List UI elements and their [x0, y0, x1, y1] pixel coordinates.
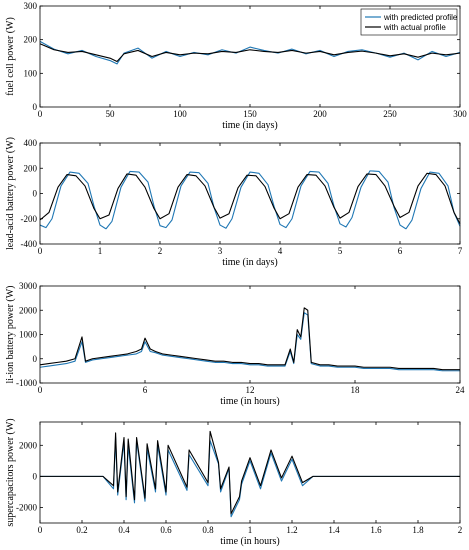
x-axis-label: time (in hours): [220, 536, 279, 547]
y-tick-label: -1000: [16, 378, 37, 388]
series-line-predicted: [40, 41, 460, 64]
x-tick-label: 3: [218, 246, 223, 256]
y-axis-label: li-ion battery power (W): [5, 285, 16, 383]
x-tick-label: 1.4: [328, 525, 340, 535]
legend-box: [360, 8, 458, 36]
y-tick-label: 0: [33, 102, 38, 112]
x-tick-label: 1.8: [412, 525, 424, 535]
y-tick-label: 3000: [19, 281, 38, 291]
x-tick-label: 6: [398, 246, 403, 256]
series-group: [40, 41, 460, 64]
x-tick-label: 0: [38, 385, 43, 395]
y-tick-label: 2000: [19, 305, 38, 315]
legend-entry: with predicted profile: [383, 13, 458, 22]
x-tick-label: 0.6: [160, 525, 172, 535]
series-line-predicted: [40, 438, 460, 517]
x-tick-label: 4: [278, 246, 283, 256]
series-line-actual: [40, 308, 460, 370]
y-tick-label: -400: [21, 239, 38, 249]
series-line-actual: [40, 173, 460, 224]
series-line-predicted: [40, 313, 460, 371]
legend-entry: with actual profile: [383, 23, 446, 32]
subplot-2: 0 1 2 3 4 5 6 7 -400 -200 0 200 400 time (in days) lea…: [5, 137, 463, 268]
series-line-actual: [40, 431, 460, 513]
x-tick-label: 150: [243, 109, 257, 119]
x-tick-label: 0: [38, 525, 43, 535]
x-tick-label: 1.6: [370, 525, 382, 535]
series-line-actual: [40, 44, 460, 62]
y-tick-label: 300: [24, 1, 38, 11]
x-tick-label: 2: [458, 525, 463, 535]
series-group: [40, 171, 460, 229]
y-tick-label: 200: [24, 163, 38, 173]
subplot-1: 0 50 100 150 200 250 300 0 100 200 300 time (in day…: [5, 1, 467, 131]
subplot-4: 0 0.2 0.4 0.6 0.8 1 1.2 1.4 1.6 1.8 2 -2000 0 2000 tim…: [5, 418, 462, 547]
y-tick-label: 200: [24, 35, 38, 45]
x-tick-label: 1: [98, 246, 103, 256]
x-tick-label: 200: [313, 109, 327, 119]
x-tick-label: 12: [246, 385, 255, 395]
x-tick-label: 0.2: [76, 525, 87, 535]
y-tick-label: 100: [24, 68, 38, 78]
plot-area: [40, 422, 460, 523]
y-axis-label: supercapacitors power (W): [5, 418, 16, 526]
series-line-predicted: [40, 171, 460, 229]
plot-area: [40, 143, 460, 244]
x-tick-label: 5: [338, 246, 343, 256]
x-tick-label: 50: [106, 109, 116, 119]
x-tick-label: 0: [38, 246, 43, 256]
series-group: [40, 431, 460, 516]
y-tick-label: 0: [33, 354, 38, 364]
y-tick-label: 0: [33, 471, 38, 481]
x-tick-label: 7: [458, 246, 463, 256]
y-tick-label: 2000: [19, 440, 38, 450]
y-tick-label: 400: [24, 138, 38, 148]
y-tick-label: 1000: [19, 330, 38, 340]
x-tick-label: 1.2: [286, 525, 297, 535]
series-group: [40, 308, 460, 371]
y-axis-label: fuel cell power (W): [5, 17, 16, 96]
y-tick-label: -2000: [16, 502, 37, 512]
x-tick-label: 1: [248, 525, 253, 535]
x-tick-label: 18: [351, 385, 361, 395]
x-tick-label: 0.4: [118, 525, 130, 535]
x-axis-label: time (in days): [222, 257, 278, 268]
x-tick-label: 2: [158, 246, 163, 256]
x-tick-label: 0.8: [202, 525, 214, 535]
y-tick-label: 0: [33, 189, 38, 199]
y-axis-label: lead-acid battery power (W): [5, 137, 16, 250]
y-tick-label: -200: [21, 214, 38, 224]
x-tick-label: 300: [453, 109, 467, 119]
x-tick-label: 24: [456, 385, 466, 395]
x-tick-label: 250: [383, 109, 397, 119]
x-tick-label: 6: [143, 385, 148, 395]
x-tick-label: 0: [38, 109, 43, 119]
x-axis-label: time (in days): [222, 120, 278, 131]
x-axis-label: time (in hours): [220, 396, 279, 407]
x-tick-label: 100: [173, 109, 187, 119]
